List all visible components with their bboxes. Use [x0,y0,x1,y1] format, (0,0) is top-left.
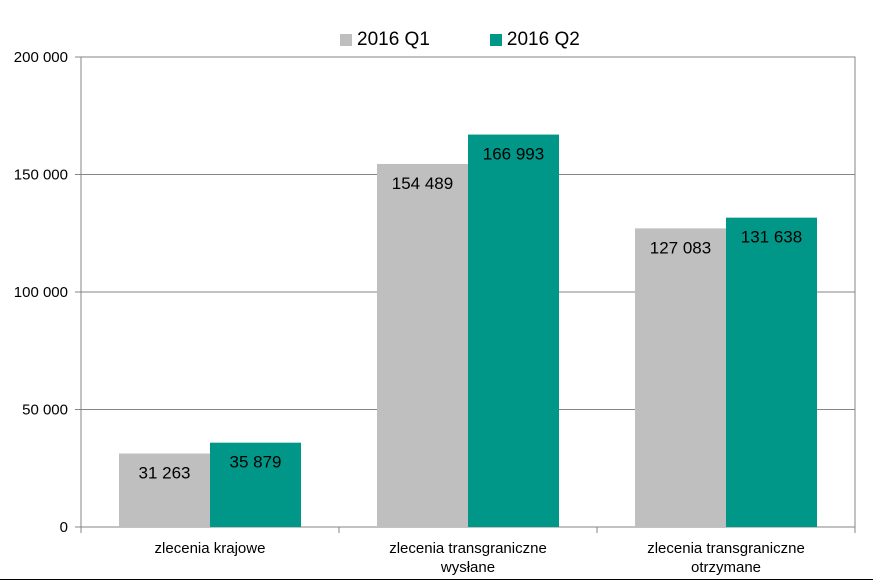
data-label: 127 083 [650,238,711,257]
bar [377,163,468,527]
x-category-label: zlecenia transgraniczne [647,540,805,557]
data-label: 131 638 [741,228,802,247]
x-category-label: otrzymane [691,559,761,576]
y-tick-label: 150 000 [14,167,68,184]
legend-item-q2: 2016 Q2 [489,29,580,51]
y-tick-label: 200 000 [14,49,68,66]
bar [119,453,210,527]
data-label: 166 993 [483,145,544,164]
data-label: 31 263 [139,464,191,483]
legend-label-q1: 2016 Q1 [357,29,430,50]
data-label: 35 879 [230,453,282,472]
legend-item-q1: 2016 Q1 [340,29,430,51]
bar [726,217,817,527]
x-category-label: zlecenia krajowe [155,540,266,557]
legend-swatch-q1 [340,34,352,46]
data-label: 154 489 [392,174,453,193]
legend-swatch-q2 [489,34,502,46]
legend-label-q2: 2016 Q2 [506,29,580,50]
y-tick-label: 100 000 [14,284,68,301]
y-tick-label: 0 [60,519,68,536]
legend: 2016 Q1 2016 Q2 [340,29,640,51]
bar [210,442,301,527]
bottom-rule [0,579,873,580]
x-category-label: wysłane [440,559,495,576]
bar [468,134,559,527]
x-category-label: zlecenia transgraniczne [389,540,547,557]
bar [635,228,726,527]
y-tick-label: 50 000 [22,402,68,419]
